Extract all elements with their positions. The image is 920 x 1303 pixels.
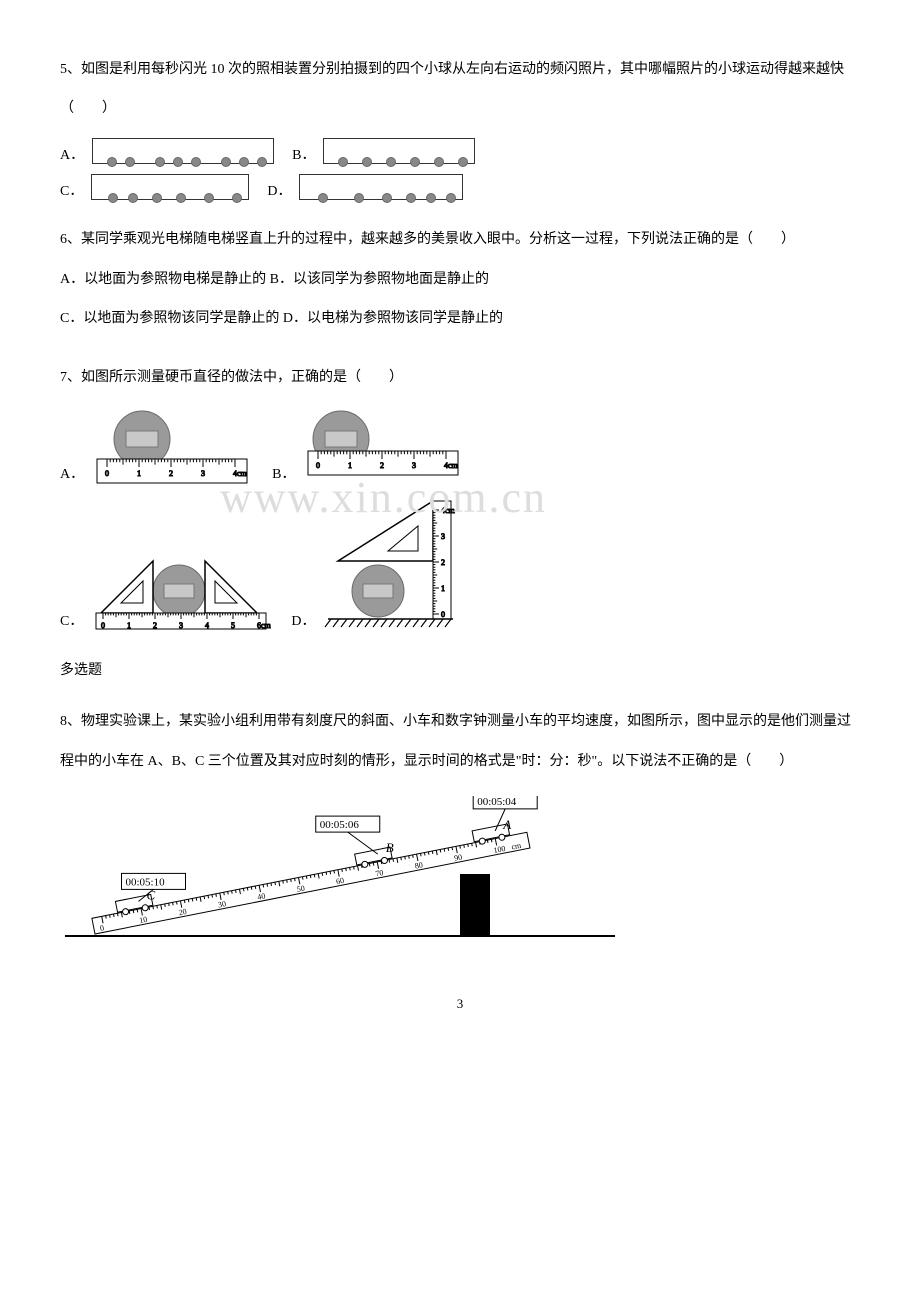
coin-triangle-d-icon: 0 1 2 3 4cm <box>323 496 473 631</box>
q7-a-label: A． <box>60 467 84 484</box>
q7-b-label: B． <box>272 467 295 484</box>
q5-c-img <box>91 174 249 200</box>
svg-text:00:05:06: 00:05:06 <box>320 819 360 831</box>
svg-text:2: 2 <box>169 469 173 478</box>
question-8: 8、物理实验课上，某实验小组利用带有刻度尺的斜面、小车和数字钟测量小车的平均速度… <box>60 702 860 945</box>
svg-text:90: 90 <box>453 852 463 862</box>
question-7: 7、如图所示测量硬币直径的做法中，正确的是（ ） www.xin.com.cn … <box>60 358 860 631</box>
svg-text:30: 30 <box>217 899 227 909</box>
q7-row2: C． 0 1 2 3 4 5 6cm D． 0 1 2 3 4cm <box>60 496 860 631</box>
q8-figure: 0102030405060708090100cm A00:05:04B00:05… <box>60 796 860 946</box>
svg-text:6cm: 6cm <box>257 621 271 630</box>
svg-text:0: 0 <box>441 610 445 619</box>
svg-text:10: 10 <box>138 914 148 924</box>
svg-text:0: 0 <box>316 461 320 470</box>
page-number: 3 <box>60 986 860 1022</box>
q7-row1: A． 0 1 2 3 4cm B． 0 1 2 3 4cm <box>60 409 860 484</box>
svg-text:00:05:10: 00:05:10 <box>126 876 166 888</box>
q7-text: 7、如图所示测量硬币直径的做法中，正确的是（ ） <box>60 358 860 397</box>
svg-text:3: 3 <box>441 532 445 541</box>
svg-text:1: 1 <box>127 621 131 630</box>
svg-text:60: 60 <box>335 875 345 885</box>
svg-text:0: 0 <box>105 469 109 478</box>
svg-text:3: 3 <box>179 621 183 630</box>
svg-text:2: 2 <box>441 558 445 567</box>
svg-text:4: 4 <box>205 621 209 630</box>
svg-text:5: 5 <box>231 621 235 630</box>
svg-text:3: 3 <box>412 461 416 470</box>
q7-c-option: C． 0 1 2 3 4 5 6cm <box>60 521 271 631</box>
q5-row2: C． D． <box>60 174 860 200</box>
question-6: 6、某同学乘观光电梯随电梯竖直上升的过程中，越来越多的美景收入眼中。分析这一过程… <box>60 220 860 338</box>
svg-text:1: 1 <box>137 469 141 478</box>
q5-b-label: B． <box>292 148 315 165</box>
q5-b-img <box>323 138 475 164</box>
multi-choice-label: 多选题 <box>60 651 860 690</box>
svg-text:4cm: 4cm <box>233 469 248 478</box>
q5-row1: A． B． <box>60 138 860 164</box>
q7-d-label: D． <box>291 614 315 631</box>
q6-text: 6、某同学乘观光电梯随电梯竖直上升的过程中，越来越多的美景收入眼中。分析这一过程… <box>60 220 860 259</box>
svg-text:4cm: 4cm <box>441 506 456 515</box>
svg-text:2: 2 <box>380 461 384 470</box>
svg-text:50: 50 <box>296 883 306 893</box>
svg-text:A: A <box>502 817 511 832</box>
svg-text:3: 3 <box>201 469 205 478</box>
coin-ruler-a-icon: 0 1 2 3 4cm <box>92 409 252 484</box>
svg-text:1: 1 <box>348 461 352 470</box>
q5-c-label: C． <box>60 184 83 201</box>
q5-d-img <box>299 174 463 200</box>
q6-cd: C．以地面为参照物该同学是静止的 D．以电梯为参照物该同学是静止的 <box>60 299 860 338</box>
svg-text:00:05:04: 00:05:04 <box>477 796 517 808</box>
q5-a-img <box>92 138 274 164</box>
coin-triangles-c-icon: 0 1 2 3 4 5 6cm <box>91 521 271 631</box>
q7-d-option: D． 0 1 2 3 4cm <box>291 496 473 631</box>
q8-text: 8、物理实验课上，某实验小组利用带有刻度尺的斜面、小车和数字钟测量小车的平均速度… <box>60 702 860 780</box>
svg-text:0: 0 <box>101 621 105 630</box>
svg-text:B: B <box>386 840 394 855</box>
coin-ruler-b-icon: 0 1 2 3 4cm <box>303 409 463 484</box>
svg-text:70: 70 <box>375 868 385 878</box>
q7-b-option: B． 0 1 2 3 4cm <box>272 409 463 484</box>
svg-text:20: 20 <box>178 907 188 917</box>
svg-text:4cm: 4cm <box>444 461 459 470</box>
svg-text:80: 80 <box>414 860 424 870</box>
q6-ab: A．以地面为参照物电梯是静止的 B．以该同学为参照物地面是静止的 <box>60 260 860 299</box>
q7-c-label: C． <box>60 614 83 631</box>
svg-text:40: 40 <box>257 891 267 901</box>
question-5: 5、如图是利用每秒闪光 10 次的照相装置分别拍摄到的四个小球从左向右运动的频闪… <box>60 50 860 200</box>
svg-text:1: 1 <box>441 584 445 593</box>
q5-d-label: D． <box>267 184 291 201</box>
q5-text: 5、如图是利用每秒闪光 10 次的照相装置分别拍摄到的四个小球从左向右运动的频闪… <box>60 50 860 128</box>
q5-a-label: A． <box>60 148 84 165</box>
q7-a-option: A． 0 1 2 3 4cm <box>60 409 252 484</box>
svg-text:2: 2 <box>153 621 157 630</box>
ramp-icon: 0102030405060708090100cm A00:05:04B00:05… <box>60 796 620 946</box>
